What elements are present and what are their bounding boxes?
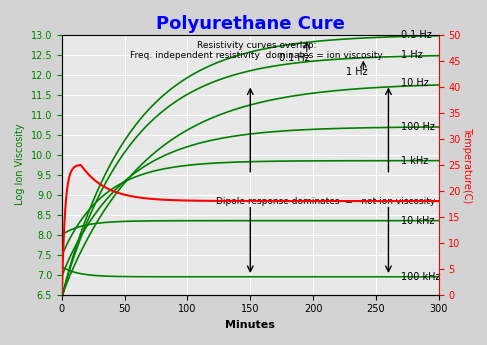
Text: 10 Hz: 10 Hz [401,78,429,88]
Text: 1 Hz: 1 Hz [346,67,368,77]
Y-axis label: Log Ion Viscosity: Log Ion Viscosity [15,124,25,206]
Text: Dipole response dominates  =   not ion viscosity: Dipole response dominates = not ion visc… [216,197,435,206]
Y-axis label: Temperature(C): Temperature(C) [462,127,472,203]
Text: 0.1 Hz: 0.1 Hz [279,52,310,62]
Text: 1 kHz: 1 kHz [401,156,428,166]
Text: 0.1 Hz: 0.1 Hz [401,30,432,40]
Title: Polyurethane Cure: Polyurethane Cure [156,15,345,33]
Text: 100 Hz: 100 Hz [401,122,435,131]
Text: Resistivity curves overlap:
Freq. independent resistivity  dominates = ion visco: Resistivity curves overlap: Freq. indepe… [130,41,383,60]
Text: 1 Hz: 1 Hz [401,50,423,60]
X-axis label: Minutes: Minutes [225,320,275,330]
Text: 100 kHz: 100 kHz [401,272,440,282]
Text: 10 kHz: 10 kHz [401,216,434,226]
